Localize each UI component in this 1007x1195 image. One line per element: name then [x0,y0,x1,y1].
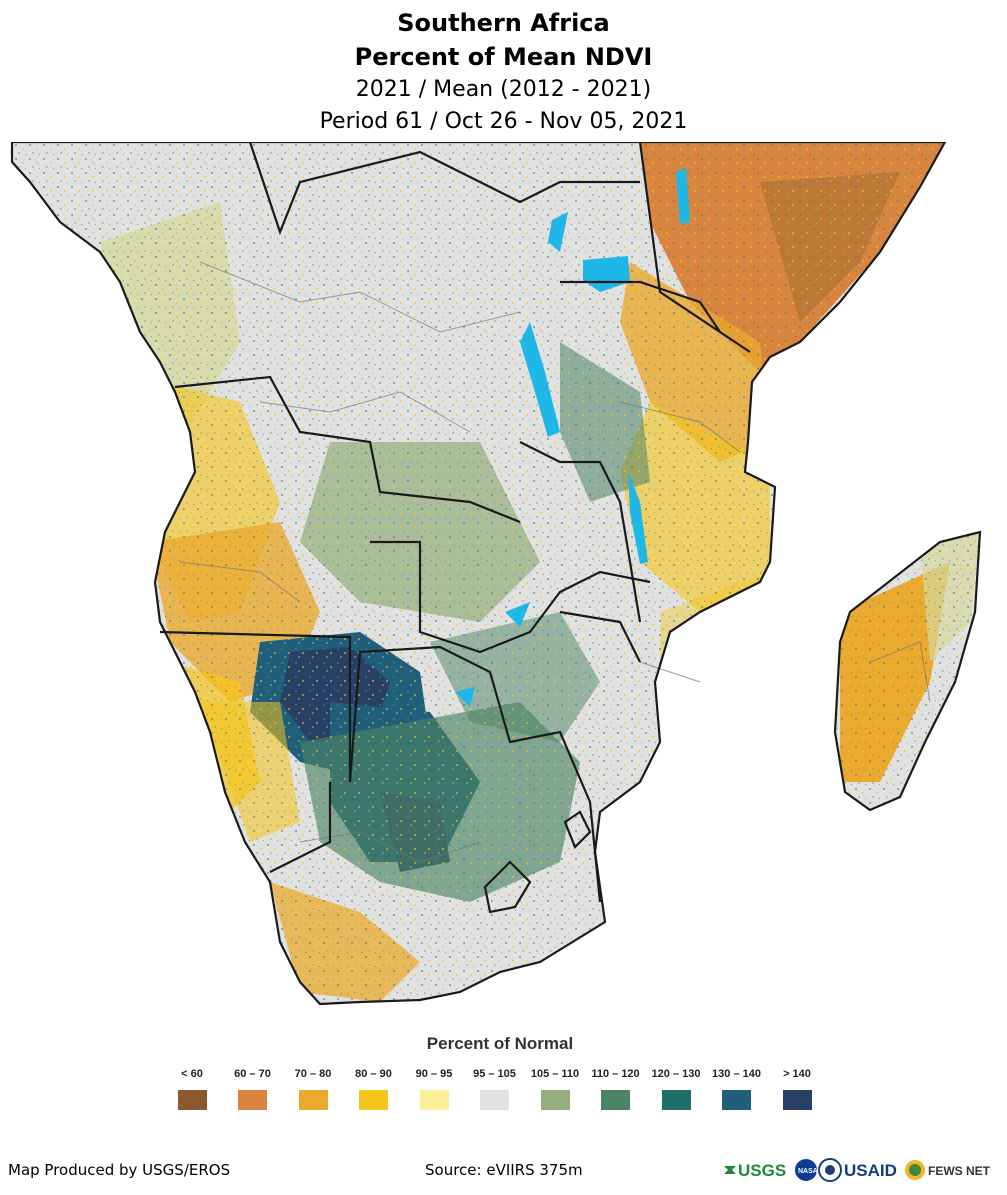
legend-swatch [661,1090,691,1110]
legend-swatch [722,1090,751,1110]
legend-label: 95 – 105 [473,1068,516,1080]
legend-item: 130 – 140 [702,1068,772,1110]
ndvi-map-canvas [10,142,982,1006]
usaid-seal-icon [818,1158,842,1182]
map-credit: Map Produced by USGS/EROS [8,1161,231,1179]
legend-label: 80 – 90 [355,1068,392,1080]
legend-swatch [782,1090,812,1110]
admin-borders [179,261,931,863]
legend-swatch [359,1090,388,1110]
ndvi-map [0,142,1007,1022]
legend-label: 60 – 70 [234,1068,271,1080]
makgadikgadi-pan [455,687,475,707]
lake-malawi [628,472,648,564]
legend-item: 120 – 130 [641,1068,711,1110]
legend-item: 90 – 95 [399,1068,469,1110]
svg-text:USAID: USAID [844,1161,897,1180]
legend-item: 105 – 110 [520,1068,590,1110]
legend-item: < 60 [157,1068,227,1110]
map-title-region: Southern Africa [397,9,610,37]
svg-text:FEWS NET: FEWS NET [928,1164,991,1178]
usaid-logo: USAID [844,1161,897,1180]
legend-swatch [238,1090,267,1110]
partner-logos: USGS NASA USAID FEWS NET [722,1156,1002,1186]
legend-swatch [298,1090,328,1110]
data-source: Source: eVIIRS 375m [425,1161,583,1179]
legend-label: 70 – 80 [294,1068,332,1080]
map-title-product: Percent of Mean NDVI [354,43,653,71]
lake-kariba [505,602,530,627]
legend-label: > 140 [783,1068,811,1080]
legend-item: > 140 [762,1068,832,1110]
legend-swatch [419,1090,449,1110]
legend-title: Percent of Normal [426,1034,574,1053]
legend-label: 130 – 140 [712,1068,761,1080]
lake-albert [548,212,568,252]
legend-label: 90 – 95 [415,1068,453,1080]
legend-label: 105 – 110 [530,1068,580,1080]
legend-swatch [177,1090,207,1110]
map-title-block: Southern Africa Percent of Mean NDVI 202… [0,6,1007,138]
legend-swatch [601,1090,630,1110]
legend-item: 95 – 105 [460,1068,530,1110]
legend-swatch [540,1090,570,1110]
map-subtitle-comparison: 2021 / Mean (2012 - 2021) [355,77,652,102]
lake-turkana [676,168,690,224]
lake-tanganyika [520,322,560,437]
nasa-logo: NASA [795,1159,818,1181]
legend-label: 110 – 120 [591,1068,640,1080]
legend-label: < 60 [181,1068,203,1080]
usgs-logo: USGS [724,1161,786,1180]
legend-item: 80 – 90 [339,1068,409,1110]
legend-label: 120 – 130 [651,1068,701,1080]
country-borders [10,142,982,1006]
legend-swatch [480,1090,509,1110]
map-subtitle-period: Period 61 / Oct 26 - Nov 05, 2021 [319,109,688,134]
svg-text:USGS: USGS [738,1161,786,1180]
legend-item: 70 – 80 [278,1068,348,1110]
fews-net-logo: FEWS NET [905,1160,991,1180]
legend-item: 60 – 70 [218,1068,288,1110]
svg-text:NASA: NASA [798,1168,818,1175]
legend-item: 110 – 120 [581,1068,651,1110]
ndvi-raster [12,142,980,1004]
